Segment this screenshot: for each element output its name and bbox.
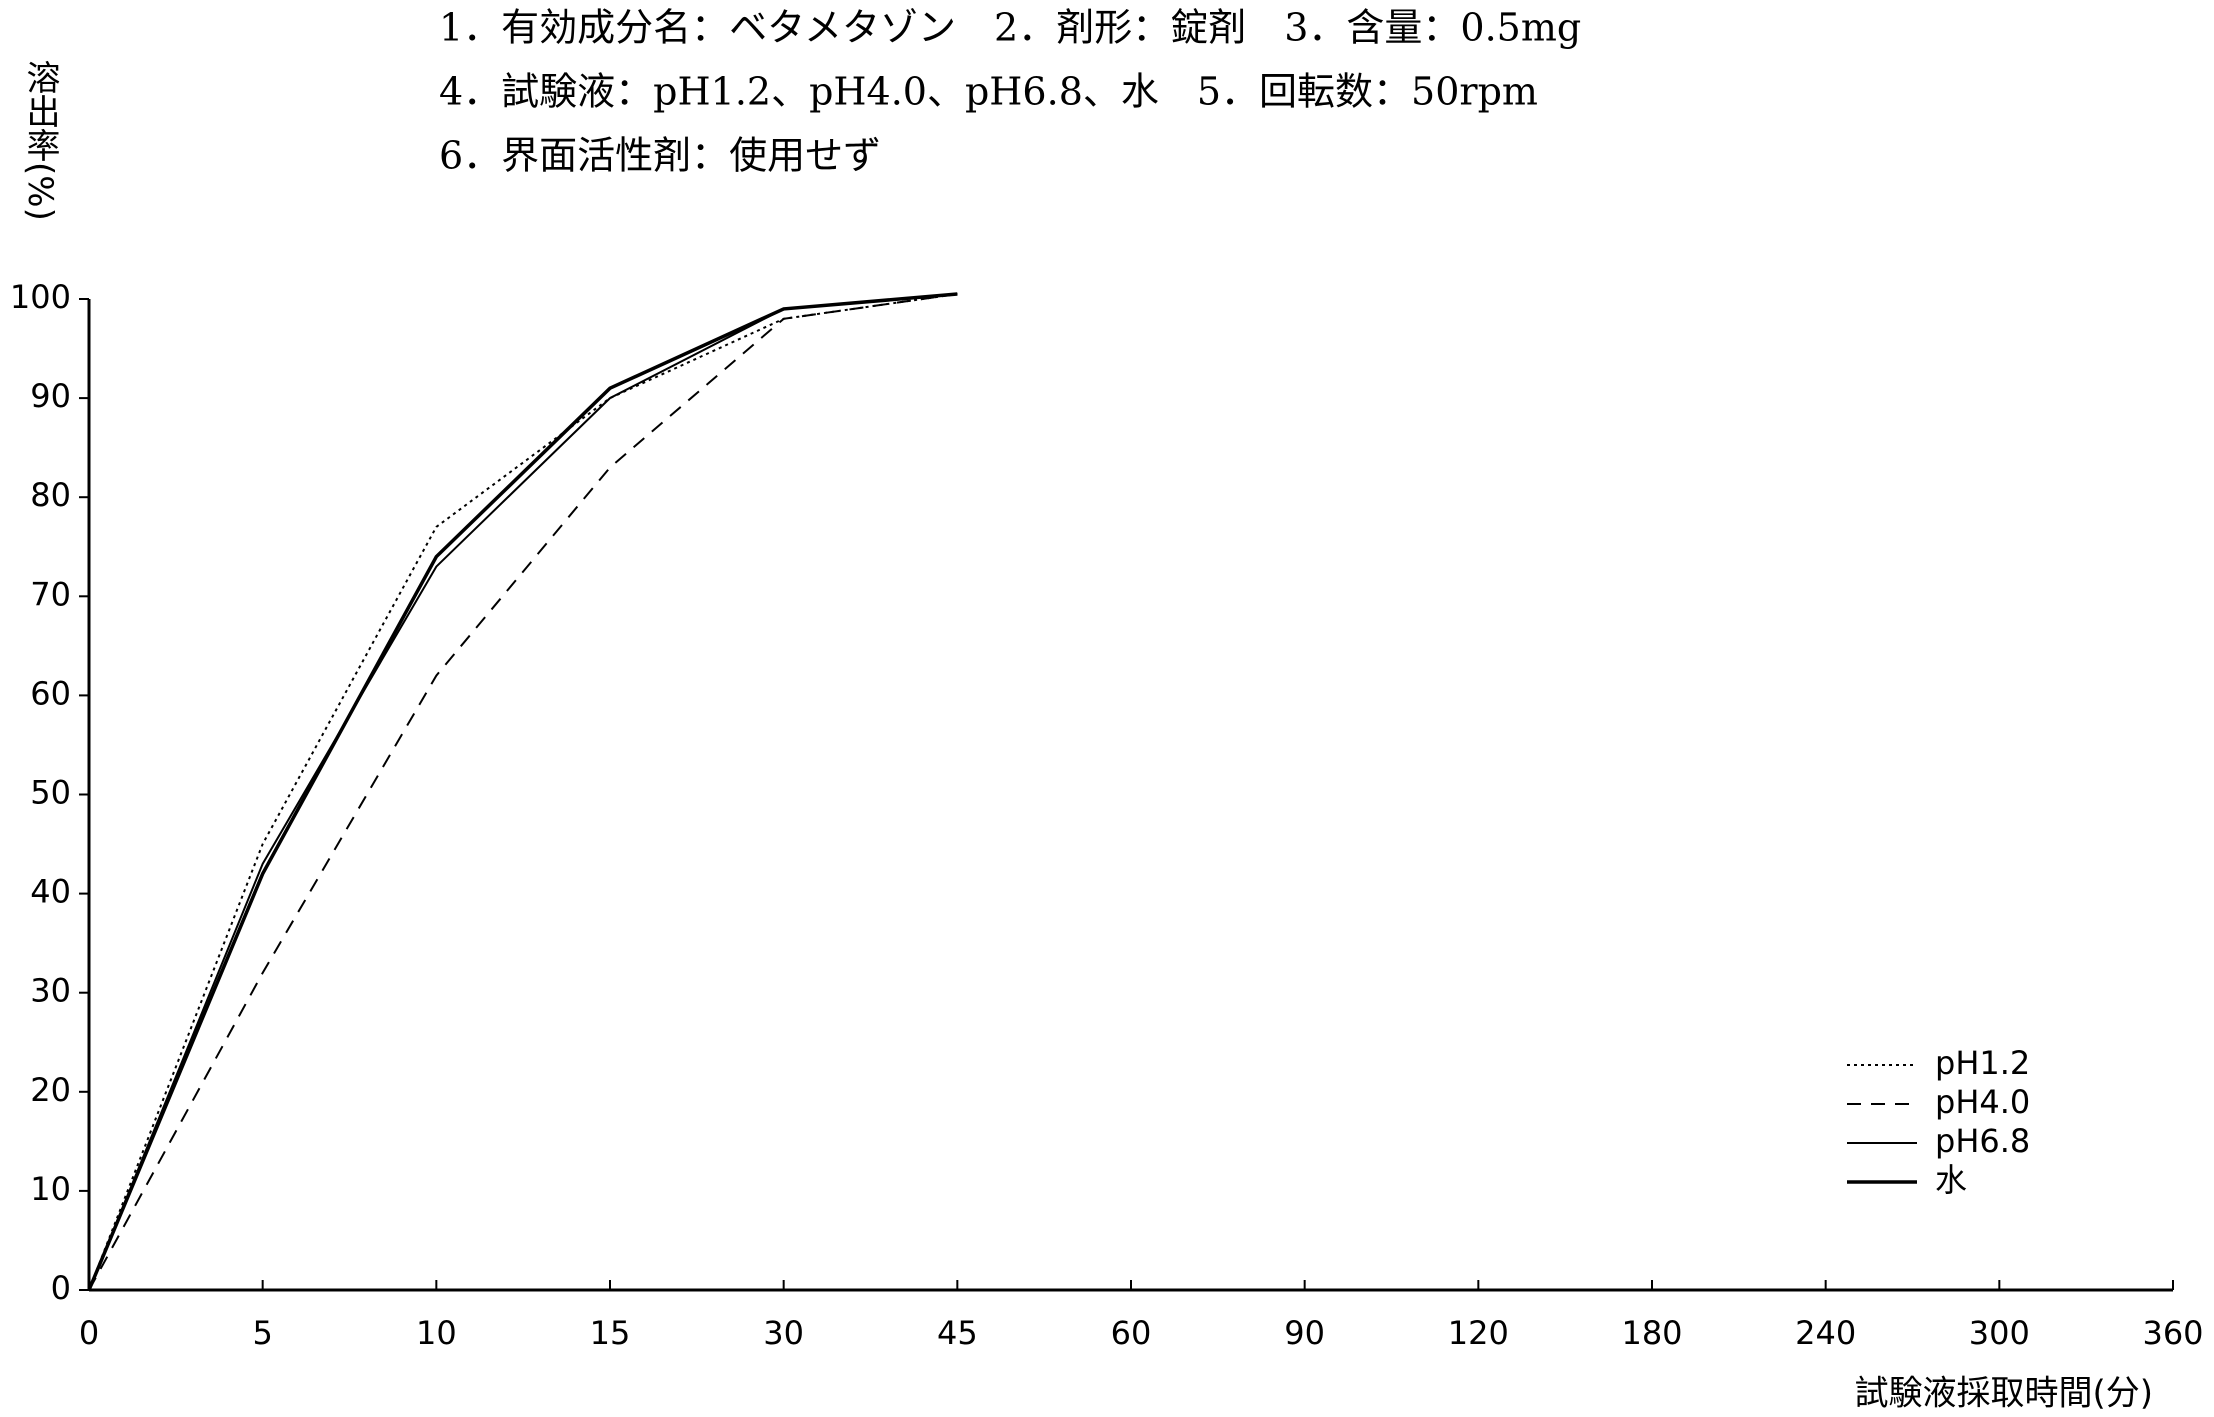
title-line: 6．界面活性剤：使用せず	[439, 134, 881, 178]
y-tick-label: 90	[30, 377, 71, 415]
y-tick-label: 40	[30, 873, 71, 911]
series-line	[88, 293, 958, 1291]
legend-label: pH4.0	[1935, 1083, 2030, 1121]
x-tick-label: 15	[590, 1314, 631, 1352]
x-tick-label: 60	[1111, 1314, 1152, 1352]
x-tick-label: 240	[1795, 1314, 1856, 1352]
title-line: 1．有効成分名：ベタメタゾン 2．剤形：錠剤 3．含量：0.5mg	[439, 6, 1581, 50]
legend-label: pH6.8	[1935, 1122, 2030, 1160]
x-tick-label: 360	[2142, 1314, 2203, 1352]
x-tick-label: 90	[1284, 1314, 1325, 1352]
x-tick-label: 0	[79, 1314, 99, 1352]
y-tick-label: 20	[30, 1071, 71, 1109]
x-axis-label: 試験液採取時間(分)	[1854, 1374, 2153, 1414]
series-line	[87, 292, 958, 1291]
x-tick-label: 10	[416, 1314, 457, 1352]
x-tick-label: 300	[1969, 1314, 2030, 1352]
y-tick-label: 70	[30, 575, 71, 613]
x-tick-label: 120	[1448, 1314, 1509, 1352]
y-tick-label: 0	[51, 1269, 71, 1307]
x-tick-label: 180	[1621, 1314, 1682, 1352]
y-tick-label: 50	[30, 774, 71, 812]
y-tick-label: 60	[30, 674, 71, 712]
title-line: 4．試験液：pH1.2、pH4.0、pH6.8、水 5．回転数：50rpm	[439, 70, 1538, 114]
y-axis-label: 溶出率(%)	[20, 60, 60, 221]
y-tick-label: 30	[30, 972, 71, 1010]
legend-label: 水	[1935, 1161, 1967, 1199]
x-tick-label: 5	[252, 1314, 272, 1352]
x-tick-label: 45	[937, 1314, 978, 1352]
x-tick-label: 30	[763, 1314, 804, 1352]
y-tick-label: 80	[30, 476, 71, 514]
y-tick-label: 100	[10, 278, 71, 316]
y-tick-label: 10	[30, 1170, 71, 1208]
legend-label: pH1.2	[1935, 1044, 2030, 1082]
